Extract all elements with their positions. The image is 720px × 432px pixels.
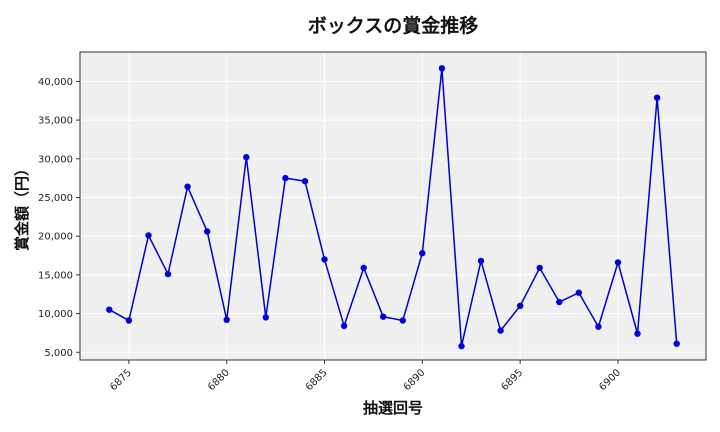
chart-title: ボックスの賞金推移 — [308, 14, 478, 37]
data-point — [204, 228, 211, 235]
y-tick-label: 35,000 — [38, 116, 73, 127]
y-tick-label: 40,000 — [38, 77, 73, 88]
data-point — [223, 316, 230, 323]
data-point — [595, 323, 602, 330]
data-point — [477, 257, 485, 265]
y-tick-label: 30,000 — [38, 154, 73, 165]
y-tick-label: 15,000 — [38, 270, 73, 281]
y-tick-label: 20,000 — [38, 232, 73, 243]
data-point — [301, 178, 309, 185]
data-point — [399, 317, 406, 324]
data-point — [321, 256, 328, 263]
data-point — [164, 270, 172, 278]
gridlines — [80, 52, 706, 360]
data-point — [653, 94, 661, 101]
plot-area — [80, 52, 706, 360]
data-point — [243, 154, 250, 161]
data-point — [106, 306, 113, 313]
data-point — [438, 65, 446, 72]
data-point — [145, 232, 152, 239]
data-point — [614, 259, 622, 266]
data-point — [497, 327, 504, 334]
data-point — [517, 302, 524, 309]
y-axis-title: 賞金額（円） — [13, 161, 31, 251]
data-point — [634, 330, 641, 337]
data-point — [184, 183, 191, 190]
data-point — [282, 174, 289, 182]
data-point — [536, 264, 543, 272]
x-axis-title: 抽選回号 — [363, 399, 423, 417]
axes — [76, 51, 707, 364]
y-tick-label: 5,000 — [44, 348, 73, 359]
data-point — [360, 264, 367, 272]
data-point — [340, 322, 348, 330]
y-tick-label: 10,000 — [38, 309, 73, 320]
plot-frame — [79, 51, 707, 361]
data-point — [673, 340, 680, 347]
data-points — [106, 65, 680, 350]
data-point — [458, 342, 465, 350]
data-point — [575, 289, 582, 296]
y-tick-label: 25,000 — [38, 193, 73, 204]
data-point — [262, 314, 269, 321]
data-point — [556, 298, 563, 306]
data-point — [125, 317, 133, 324]
data-point — [419, 250, 426, 257]
series-line — [108, 68, 678, 347]
data-point — [380, 313, 387, 320]
